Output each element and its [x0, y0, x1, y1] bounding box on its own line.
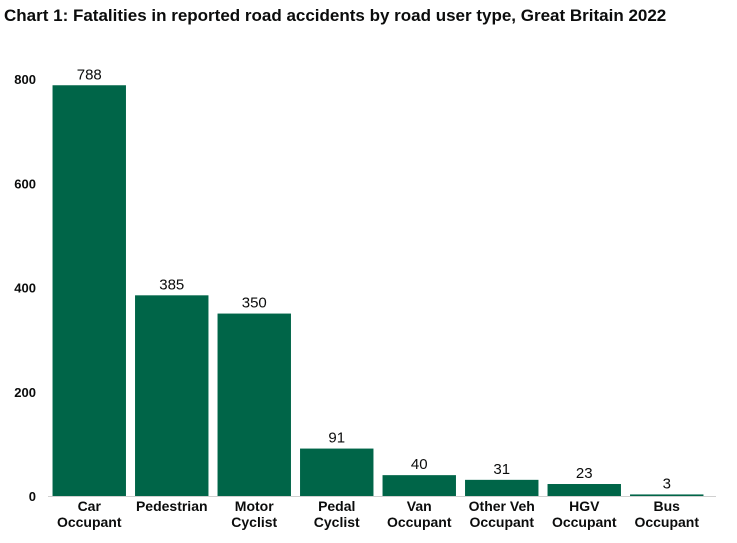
x-tick-label: Pedal [318, 498, 355, 514]
y-tick-label: 600 [14, 176, 36, 191]
x-tick-label: Occupant [552, 514, 617, 530]
x-tick-label: Occupant [57, 514, 122, 530]
bar [135, 295, 209, 496]
chart-title: Chart 1: Fatalities in reported road acc… [4, 6, 667, 25]
data-label: 31 [493, 461, 510, 478]
x-tick-label: Other Veh [469, 498, 535, 514]
data-label: 385 [159, 276, 184, 293]
data-label: 788 [77, 66, 102, 83]
data-label: 3 [663, 475, 671, 492]
bar [547, 484, 621, 496]
x-tick-label: Motor [235, 498, 274, 514]
x-tick-label: Bus [654, 498, 681, 514]
bar [217, 313, 291, 496]
bar [465, 479, 539, 496]
data-labels: 788 385 350 91 40 31 23 3 [77, 66, 671, 492]
data-label: 91 [328, 430, 345, 447]
y-tick-label: 400 [14, 281, 36, 296]
x-tick-label: Van [407, 498, 432, 514]
x-tick-label: Cyclist [231, 514, 277, 530]
x-tick-label: Cyclist [314, 514, 360, 530]
bar [382, 475, 456, 496]
y-tick-label: 0 [29, 489, 36, 504]
x-tick-label: Pedestrian [136, 498, 208, 514]
x-tick-label: Occupant [634, 514, 699, 530]
bars [52, 85, 704, 496]
bar [52, 85, 126, 496]
x-tick-label: Occupant [387, 514, 452, 530]
bar [300, 448, 374, 496]
data-label: 350 [242, 295, 267, 312]
y-tick-label: 800 [14, 72, 36, 87]
data-label: 23 [576, 465, 593, 482]
bar [630, 494, 704, 496]
x-tick-label: Car [78, 498, 102, 514]
data-label: 40 [411, 456, 428, 473]
y-tick-label: 200 [14, 385, 36, 400]
x-tick-label: HGV [569, 498, 600, 514]
y-axis: 0 200 400 600 800 [14, 72, 36, 504]
x-tick-label: Occupant [469, 514, 534, 530]
